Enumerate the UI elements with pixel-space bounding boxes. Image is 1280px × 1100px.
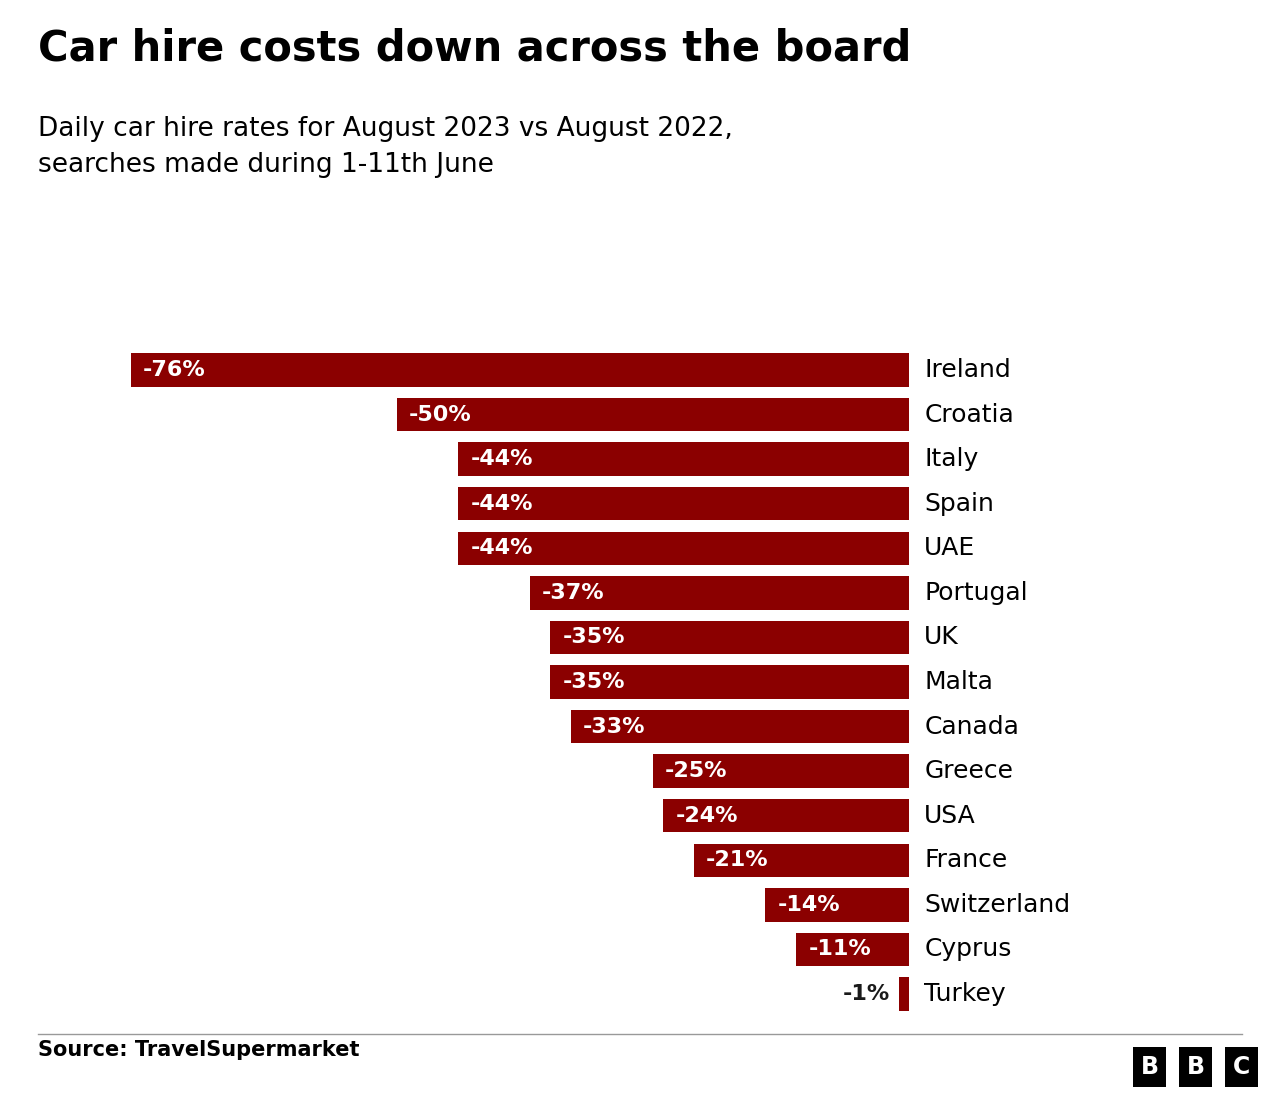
Text: -1%: -1%	[844, 984, 891, 1004]
Text: Italy: Italy	[924, 447, 978, 471]
Text: Source: TravelSupermarket: Source: TravelSupermarket	[38, 1041, 360, 1060]
Bar	[765, 888, 909, 922]
Text: Croatia: Croatia	[924, 403, 1014, 427]
Bar	[899, 977, 909, 1011]
Text: Spain: Spain	[924, 492, 995, 516]
Text: -44%: -44%	[471, 449, 532, 469]
Bar	[663, 799, 909, 833]
Text: -25%: -25%	[666, 761, 727, 781]
Text: -14%: -14%	[778, 895, 841, 915]
Text: UK: UK	[924, 626, 959, 649]
Text: Cyprus: Cyprus	[924, 937, 1011, 961]
Text: Canada: Canada	[924, 715, 1019, 738]
Text: -35%: -35%	[563, 672, 625, 692]
Text: -37%: -37%	[543, 583, 605, 603]
Text: Switzerland: Switzerland	[924, 893, 1070, 917]
Bar	[458, 531, 909, 565]
Bar	[550, 620, 909, 654]
Text: Turkey: Turkey	[924, 982, 1006, 1007]
Text: C: C	[1233, 1055, 1251, 1079]
Text: -44%: -44%	[471, 538, 532, 559]
Bar	[530, 576, 909, 609]
Text: -44%: -44%	[471, 494, 532, 514]
Text: -76%: -76%	[143, 360, 206, 379]
Text: B: B	[1140, 1055, 1158, 1079]
Bar	[550, 666, 909, 698]
Text: UAE: UAE	[924, 537, 975, 560]
Text: Daily car hire rates for August 2023 vs August 2022,
searches made during 1-11th: Daily car hire rates for August 2023 vs …	[38, 116, 733, 177]
Text: -24%: -24%	[676, 805, 737, 826]
Bar	[458, 442, 909, 476]
Text: Portugal: Portugal	[924, 581, 1028, 605]
Text: Car hire costs down across the board: Car hire costs down across the board	[38, 28, 911, 69]
Text: Greece: Greece	[924, 759, 1014, 783]
Bar	[397, 398, 909, 431]
Bar	[796, 933, 909, 966]
Text: -50%: -50%	[410, 405, 472, 425]
Text: France: France	[924, 848, 1007, 872]
Text: -21%: -21%	[707, 850, 769, 870]
Text: Malta: Malta	[924, 670, 993, 694]
Text: -11%: -11%	[809, 939, 872, 959]
Text: B: B	[1187, 1055, 1204, 1079]
Text: -33%: -33%	[584, 716, 645, 737]
Bar	[458, 487, 909, 520]
Text: USA: USA	[924, 804, 975, 827]
Bar	[571, 710, 909, 744]
Bar	[694, 844, 909, 877]
Text: Ireland: Ireland	[924, 358, 1011, 382]
Text: -35%: -35%	[563, 627, 625, 648]
Bar	[653, 755, 909, 788]
Bar	[131, 353, 909, 387]
